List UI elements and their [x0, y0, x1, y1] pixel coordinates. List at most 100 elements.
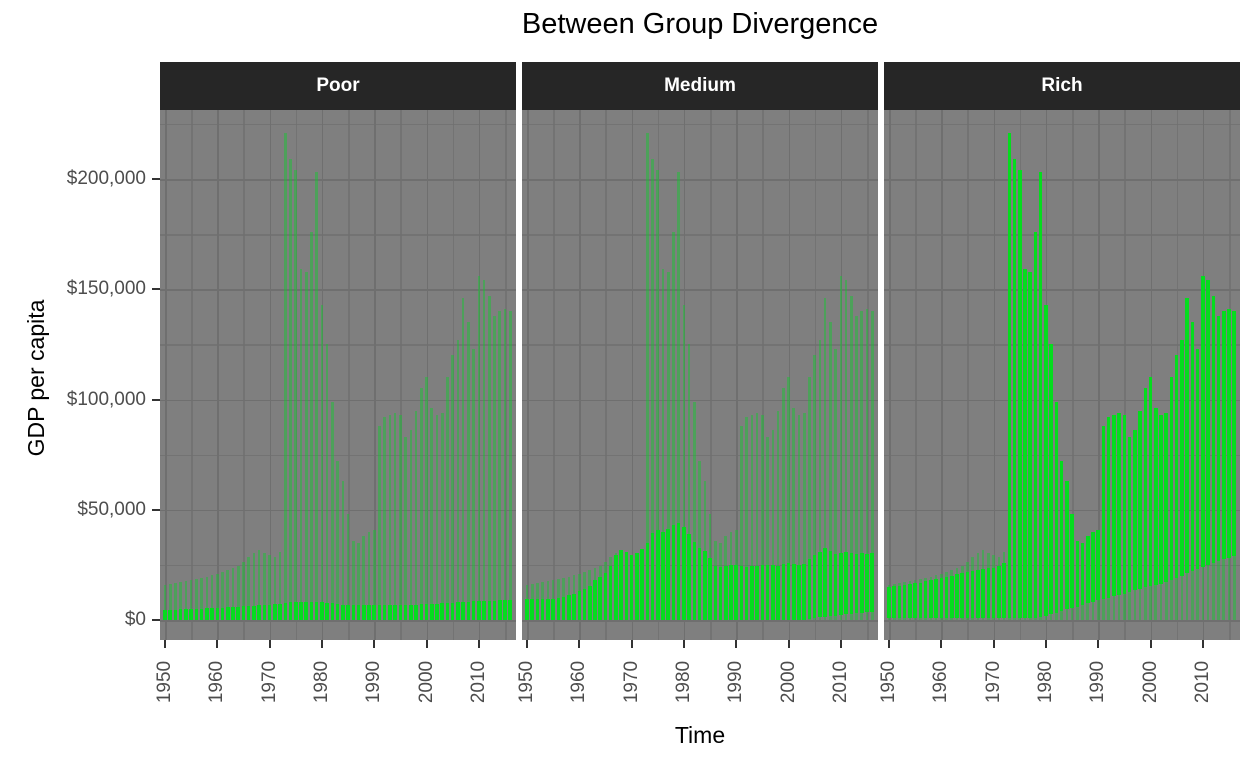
- world-range-bar: [703, 481, 707, 620]
- group-range-bar: [199, 608, 204, 620]
- group-range-bar: [629, 554, 634, 620]
- y-tick-label: $50,000: [77, 498, 146, 520]
- group-range-bar: [739, 565, 744, 620]
- facet-panel-medium: [522, 110, 878, 640]
- world-range-bar: [498, 311, 502, 620]
- world-range-bar: [435, 414, 439, 620]
- group-range-bar: [755, 565, 759, 620]
- group-range-bar: [1211, 295, 1216, 563]
- group-range-bar: [823, 548, 827, 617]
- group-range-bar: [908, 584, 912, 619]
- group-range-bar: [849, 552, 854, 614]
- group-range-bar: [461, 602, 465, 620]
- group-range-bar: [828, 550, 833, 617]
- group-range-bar: [949, 575, 954, 619]
- world-range-bar: [404, 437, 407, 620]
- group-range-bar: [650, 532, 655, 620]
- gridline-major-v: [941, 110, 943, 640]
- world-range-bar: [750, 414, 754, 620]
- gridline-major-v: [631, 110, 634, 640]
- world-range-bar: [651, 159, 654, 620]
- group-range-bar: [231, 606, 235, 620]
- group-range-bar: [1101, 425, 1106, 599]
- group-range-bar: [189, 608, 193, 620]
- group-range-bar: [734, 564, 739, 620]
- group-range-bar: [325, 603, 329, 620]
- x-tick-mark: [992, 640, 995, 648]
- world-range-bar: [693, 401, 696, 620]
- group-range-bar: [356, 605, 361, 620]
- group-range-bar: [687, 534, 691, 620]
- world-range-bar: [818, 339, 822, 620]
- group-range-bar: [372, 604, 377, 620]
- group-range-bar: [1054, 401, 1059, 613]
- gridline-minor-v: [814, 110, 817, 640]
- gridline-major-h: [884, 620, 1240, 622]
- group-range-bar: [471, 601, 476, 620]
- y-tick-label: $200,000: [66, 168, 146, 190]
- world-range-bar: [425, 377, 428, 620]
- world-range-bar: [315, 172, 318, 620]
- group-range-bar: [923, 581, 928, 619]
- x-tick-mark: [839, 640, 842, 648]
- world-range-bar: [362, 536, 366, 620]
- group-range-bar: [572, 593, 576, 620]
- world-range-bar: [210, 575, 214, 620]
- world-range-bar: [367, 531, 371, 620]
- group-range-bar: [791, 563, 796, 620]
- group-range-bar: [934, 579, 938, 619]
- gridline-minor-v: [348, 110, 350, 640]
- group-range-bar: [299, 602, 303, 620]
- x-tick-mark: [630, 640, 633, 648]
- world-range-bar: [771, 430, 775, 620]
- group-range-bar: [293, 601, 298, 620]
- x-tick-mark: [682, 640, 685, 648]
- world-range-bar: [672, 231, 675, 620]
- group-range-bar: [440, 603, 445, 620]
- group-range-bar: [608, 565, 613, 620]
- group-range-bar: [1049, 344, 1053, 615]
- x-tick-label: 1950: [154, 660, 175, 704]
- group-range-bar: [398, 605, 403, 620]
- gridline-minor-h: [522, 123, 878, 126]
- x-tick-label: 2010: [829, 660, 851, 704]
- group-range-bar: [1007, 132, 1012, 619]
- group-range-bar: [1216, 315, 1221, 561]
- group-range-bar: [525, 599, 529, 620]
- gridline-major-h: [522, 399, 878, 402]
- group-range-bar: [246, 605, 251, 620]
- world-range-bar: [834, 348, 837, 620]
- group-range-bar: [1227, 309, 1231, 558]
- group-range-bar: [262, 605, 267, 620]
- world-range-bar: [797, 414, 801, 620]
- group-range-bar: [892, 586, 897, 619]
- x-tick-label: 1960: [206, 660, 228, 704]
- group-range-bar: [598, 577, 603, 620]
- world-range-bar: [860, 311, 864, 620]
- group-range-bar: [1044, 304, 1048, 616]
- y-tick-mark: [152, 288, 160, 291]
- group-range-bar: [456, 602, 460, 620]
- world-range-bar: [440, 412, 444, 620]
- world-range-bar: [870, 311, 874, 620]
- gridline-minor-h: [160, 564, 516, 567]
- group-range-bar: [587, 585, 592, 620]
- group-range-bar: [487, 600, 492, 620]
- gridline-major-h: [884, 399, 1240, 402]
- world-range-bar: [341, 481, 345, 620]
- gridline-minor-v: [710, 110, 712, 640]
- group-range-bar: [393, 605, 397, 620]
- world-range-bar: [787, 377, 790, 620]
- group-range-bar: [960, 573, 965, 619]
- world-range-bar: [745, 417, 748, 620]
- group-range-bar: [593, 580, 597, 620]
- group-range-bar: [567, 595, 571, 620]
- group-range-bar: [797, 564, 801, 620]
- group-range-bar: [577, 591, 582, 620]
- group-range-bar: [944, 576, 949, 619]
- group-range-bar: [508, 599, 513, 620]
- group-range-bar: [346, 604, 350, 620]
- group-range-bar: [403, 605, 408, 620]
- world-range-bar: [284, 132, 287, 620]
- group-range-bar: [614, 554, 618, 620]
